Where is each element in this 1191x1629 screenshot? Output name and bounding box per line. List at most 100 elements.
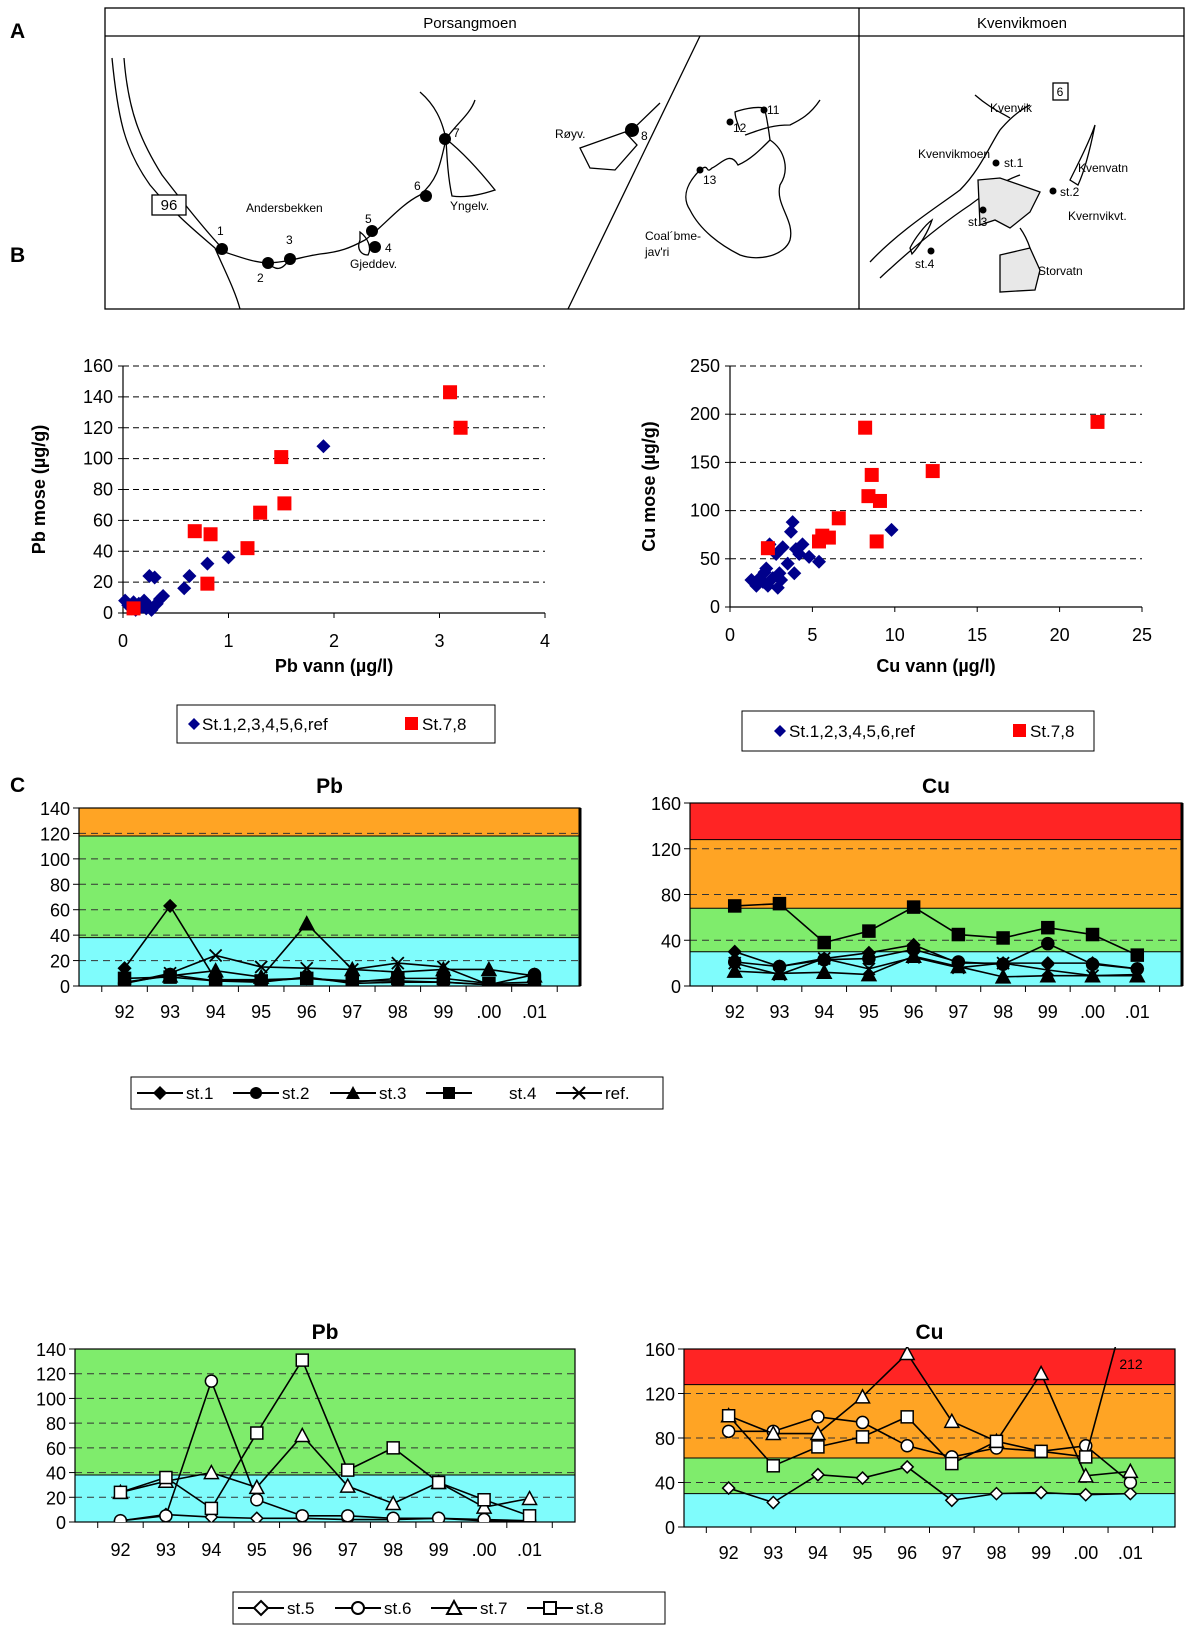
- map-label-st1: st.1: [1004, 156, 1024, 170]
- pb_top-marker-st.4: [527, 975, 542, 986]
- cu_scatter-point-St.7,8: [872, 493, 887, 508]
- pb_top-band: [79, 835, 580, 938]
- cu_bottom-title: Cu: [916, 1321, 944, 1344]
- legend-pb-scatter: St.1,2,3,4,5,6,ref St.7,8: [176, 704, 496, 744]
- map-lake-yngelv: [445, 137, 497, 198]
- pb_top-marker-st.4: [345, 975, 360, 986]
- cu_bottom-line-st.7: [728, 1352, 1131, 1477]
- pb_top-line-st.3: [124, 922, 535, 983]
- cu_bottom-marker-st.7: [1032, 1364, 1050, 1381]
- legend-c-bottom: [232, 1591, 666, 1625]
- map-station-6: [420, 190, 432, 202]
- pb_top-marker-st.4: [482, 976, 496, 986]
- pb_top-title: Pb: [316, 775, 343, 798]
- cu_bottom-ytick-label: 40: [655, 1474, 675, 1494]
- map-stream-kvern: [1019, 227, 1031, 249]
- pb_top-series-ref.: [117, 948, 542, 986]
- cu_top-marker-st.4: [1130, 948, 1145, 962]
- map-station-1: [216, 243, 228, 255]
- legend-cu-scatter-diamond: [774, 725, 786, 737]
- cu_bottom-category-label: 92: [719, 1543, 739, 1563]
- pb_bottom-marker-st.8: [250, 1426, 264, 1440]
- map-road-6: 6: [1057, 85, 1064, 99]
- pb_bottom-category-label: 99: [429, 1540, 449, 1560]
- pb_top-ytick-label: 40: [50, 926, 70, 946]
- pb_scatter-point-St.7,8: [240, 541, 255, 556]
- pb_bottom-marker-st.8: [113, 1485, 128, 1500]
- cu_bottom-line-st.5: [728, 1466, 1131, 1504]
- legend-cu-scatter-frame: [741, 710, 1095, 752]
- map-station-label-3: 3: [286, 233, 293, 247]
- cu_bottom-marker-st.5: [900, 1459, 915, 1474]
- cu_bottom-category-label: .00: [1073, 1543, 1098, 1563]
- cu_scatter-point-St.7,8: [831, 511, 846, 526]
- legend-c-st1-marker: [153, 1086, 167, 1100]
- cu_scatter-point-St.1,2,3,4,5,6,ref: [795, 537, 810, 552]
- pb_top-category-label: 99: [433, 1002, 453, 1022]
- pb_bottom-category-label: 93: [156, 1540, 176, 1560]
- cu_scatter-point-St.1,2,3,4,5,6,ref: [785, 515, 800, 530]
- pb_bottom-ytick-label: 120: [36, 1365, 66, 1385]
- cu_top-marker-ref.: [906, 950, 921, 965]
- cu_scatter-point-St.1,2,3,4,5,6,ref: [783, 524, 798, 539]
- cu_top-marker-st.3: [726, 962, 743, 978]
- cu_scatter-point-St.7,8: [858, 420, 873, 435]
- cu_bottom-marker-st.7: [1077, 1467, 1094, 1483]
- pb_top-category-label: 97: [342, 1002, 362, 1022]
- legend-c-ref-marker: [572, 1086, 586, 1100]
- map-road-96: 96: [161, 197, 178, 214]
- cu_scatter-point-St.1,2,3,4,5,6,ref: [759, 561, 774, 576]
- map-station-label-6: 6: [414, 179, 421, 193]
- cu_bottom-category-label: 99: [1031, 1543, 1051, 1563]
- pb_scatter-point-St.7,8: [253, 505, 268, 520]
- map-station-7: [439, 133, 451, 145]
- cu_bottom-marker-st.5: [989, 1486, 1004, 1501]
- cu_scatter-point-St.1,2,3,4,5,6,ref: [775, 540, 790, 555]
- cu_bottom-marker-st.6: [721, 1424, 736, 1439]
- pb_bottom-ytick-label: 100: [36, 1389, 66, 1409]
- pb_top-marker-ref.: [482, 978, 496, 986]
- pb_bottom-series-st.6: [113, 1374, 537, 1522]
- cu_top-category-label: 95: [859, 1002, 879, 1022]
- pb_bottom-ytick-label: 0: [56, 1513, 66, 1533]
- legend-pb-scatter-diamond: [188, 718, 200, 730]
- cu_top-marker-ref.: [1041, 963, 1055, 977]
- legend-cu-scatter-series1: St.1,2,3,4,5,6,ref: [789, 722, 915, 741]
- pb_top-marker-st.4: [436, 971, 451, 986]
- map-road-96-box: [151, 194, 187, 216]
- map-station-label-5: 5: [365, 212, 372, 226]
- legend-c-ref: ref.: [605, 1084, 630, 1103]
- cu_bottom-marker-st.7: [809, 1424, 827, 1441]
- map-station-12: [726, 118, 734, 126]
- map-region-porsangmoen: Porsangmoen: [423, 15, 516, 32]
- pb_top-line-ref.: [124, 954, 535, 986]
- cu_top-category-label: 96: [904, 1002, 924, 1022]
- legend-pb-scatter-square: [405, 717, 418, 730]
- pb_bottom-marker-st.7: [294, 1426, 311, 1443]
- cu_bottom-line-st.8: [728, 1347, 1117, 1467]
- cu_bottom-marker-st.5: [1078, 1487, 1093, 1502]
- map-lake-royv: [579, 131, 638, 171]
- map-label-coalbme: Coal´bme-: [645, 229, 701, 243]
- map-station-2: [262, 257, 274, 269]
- cu_bottom-marker-st.6: [855, 1415, 870, 1430]
- cu_bottom-marker-st.8: [1078, 1450, 1093, 1464]
- cu_scatter-xtick-label: 5: [807, 625, 817, 645]
- cu_bottom-category-label: 93: [763, 1543, 783, 1563]
- cu_scatter-ytick-label: 100: [690, 501, 720, 521]
- legend-c-top-labels: st.1 st.2 st.3 st.4 ref.: [186, 1084, 630, 1103]
- cu_top-line-ref.: [734, 956, 1138, 977]
- map-station-label-8: 8: [641, 129, 648, 143]
- legend-c-st6: st.6: [384, 1599, 411, 1618]
- pb_scatter-point-St.7,8: [453, 420, 468, 435]
- cu_bottom-marker-st.8: [811, 1440, 825, 1454]
- pb_bottom-marker-st.7: [203, 1463, 220, 1480]
- map-kvenvik-st2: [1049, 187, 1057, 195]
- legend-c-st2-marker: [250, 1087, 262, 1099]
- pb_bottom-marker-st.8: [522, 1509, 537, 1522]
- map-region-kvenvikmoen: Kvenvikmoen: [977, 15, 1067, 32]
- map-label-st3: st.3: [968, 215, 988, 229]
- pb_top-marker-ref.: [208, 948, 223, 963]
